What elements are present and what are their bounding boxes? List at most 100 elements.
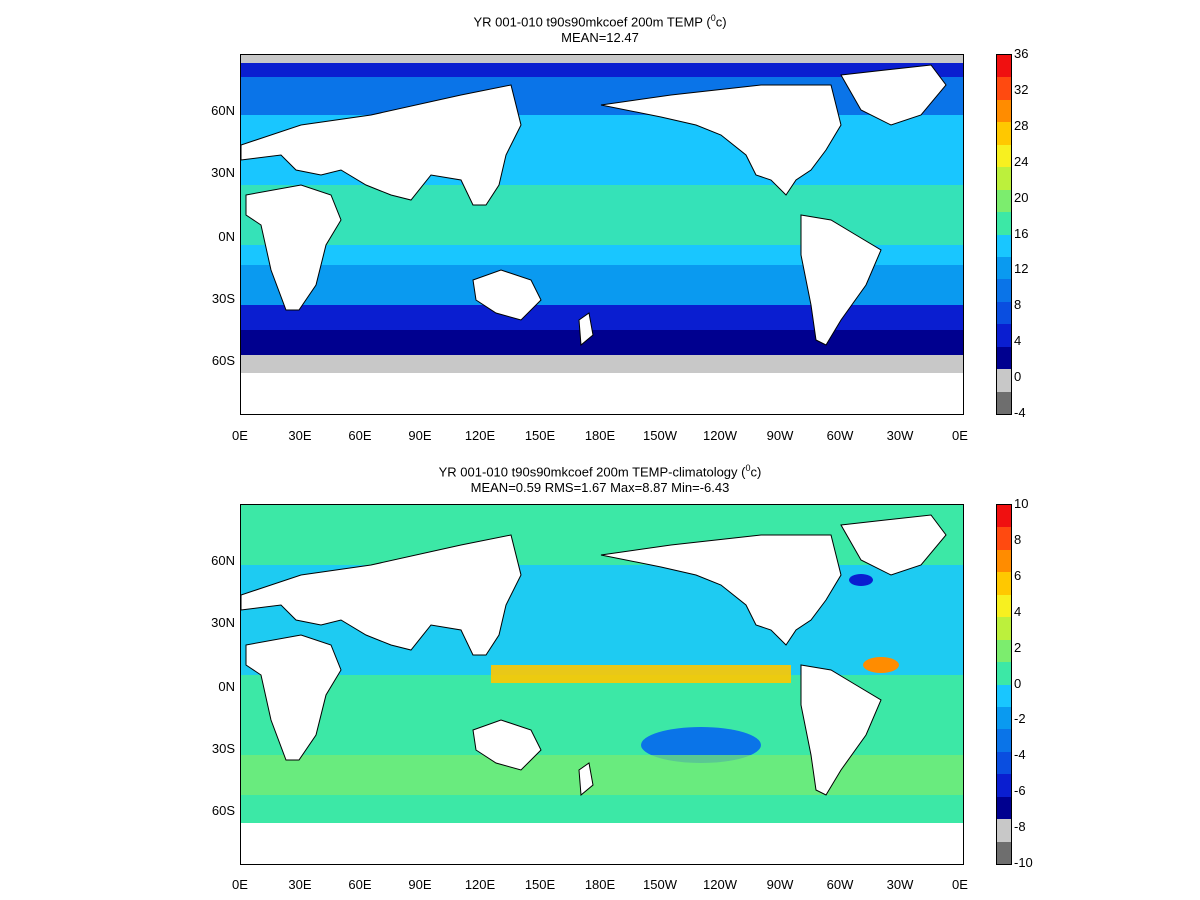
lon-label: 120W [703, 428, 737, 443]
lon-label: 180E [584, 877, 616, 892]
colorbar-label: 24 [1014, 153, 1029, 169]
lon-label: 0E [232, 428, 248, 443]
colorbar-segment [997, 77, 1011, 100]
colorbar-label: -2 [1014, 711, 1026, 727]
colorbar-segment [997, 617, 1011, 640]
colorbar-segment [997, 99, 1011, 123]
lon-label: 150W [643, 877, 677, 892]
colorbar-label: 0 [1014, 675, 1022, 691]
colorbar-segment [997, 549, 1011, 573]
colorbar-segment [997, 234, 1011, 257]
lon-label: 180E [584, 428, 616, 443]
lon-label: 0E [952, 877, 968, 892]
lon-label: 90E [408, 877, 432, 892]
colorbar-label: 0 [1014, 369, 1022, 385]
colorbar-label: 4 [1014, 603, 1022, 619]
colorbar-segment [997, 662, 1011, 685]
colorbar-label: 8 [1014, 297, 1022, 313]
colorbar-label: 6 [1014, 567, 1022, 583]
colorbar-segment [997, 369, 1011, 392]
panel2-map-svg [241, 505, 963, 864]
colorbar-segment [997, 796, 1011, 820]
panel2-subtitle: MEAN=0.59 RMS=1.67 Max=8.87 Min=-6.43 [470, 480, 730, 495]
colorbar-segment [997, 572, 1011, 595]
colorbar-label: 16 [1014, 225, 1029, 241]
lon-label: 60W [826, 877, 854, 892]
lon-label: 150E [524, 877, 556, 892]
colorbar-label: 4 [1014, 333, 1022, 349]
colorbar-segment [997, 301, 1011, 325]
colorbar-segment [997, 751, 1011, 775]
lon-label: 30E [288, 428, 312, 443]
lon-label: 90W [766, 877, 794, 892]
lat-label: 60N [211, 103, 235, 118]
colorbar-label: -10 [1014, 855, 1033, 870]
lon-label: 0E [232, 877, 248, 892]
colorbar-segment [997, 729, 1011, 752]
colorbar-segment [997, 212, 1011, 235]
panel1-map [240, 54, 964, 415]
lon-label: 90W [766, 428, 794, 443]
lon-label: 150E [524, 428, 556, 443]
colorbar-segment [997, 167, 1011, 190]
colorbar-label: -4 [1014, 747, 1026, 763]
lon-label: 30W [886, 428, 914, 443]
lat-label: 0N [218, 229, 235, 244]
colorbar-segment [997, 346, 1011, 370]
colorbar-segment [997, 391, 1011, 414]
colorbar-segment [997, 774, 1011, 797]
lat-label: 30N [211, 165, 235, 180]
colorbar-segment [997, 841, 1011, 864]
colorbar-segment [997, 505, 1011, 528]
colorbar-label: 20 [1014, 189, 1029, 205]
colorbar-segment [997, 527, 1011, 550]
colorbar-segment [997, 189, 1011, 213]
colorbar-segment [997, 324, 1011, 347]
colorbar-label: -4 [1014, 405, 1026, 420]
lat-label: 30S [211, 741, 235, 756]
lon-label: 30W [886, 877, 914, 892]
panel1-colorbar [996, 54, 1012, 415]
colorbar-segment [997, 122, 1011, 145]
lon-label: 90E [408, 428, 432, 443]
panel2-colorbar [996, 504, 1012, 865]
colorbar-segment [997, 279, 1011, 302]
colorbar-label: -6 [1014, 783, 1026, 799]
lon-label: 30E [288, 877, 312, 892]
panel1-subtitle: MEAN=12.47 [561, 30, 639, 45]
lon-label: 60W [826, 428, 854, 443]
lat-label: 60S [211, 353, 235, 368]
lon-label: 60E [348, 428, 372, 443]
panel2-title: YR 001-010 t90s90mkcoef 200m TEMP-climat… [438, 463, 762, 480]
colorbar-label: 2 [1014, 639, 1022, 655]
colorbar-label: 12 [1014, 261, 1029, 277]
lon-label: 0E [952, 428, 968, 443]
lat-label: 60S [211, 803, 235, 818]
colorbar-segment [997, 594, 1011, 618]
lat-label: 30S [211, 291, 235, 306]
colorbar-segment [997, 684, 1011, 707]
lat-label: 0N [218, 679, 235, 694]
colorbar-label: 10 [1014, 496, 1029, 511]
colorbar-label: -8 [1014, 819, 1026, 835]
panel1-map-svg [241, 55, 963, 414]
lon-label: 150W [643, 428, 677, 443]
colorbar-segment [997, 144, 1011, 168]
colorbar-label: 8 [1014, 531, 1022, 547]
colorbar-segment [997, 639, 1011, 663]
lon-label: 120E [464, 428, 496, 443]
colorbar-segment [997, 706, 1011, 730]
colorbar-segment [997, 819, 1011, 842]
colorbar-label: 32 [1014, 81, 1029, 97]
lon-label: 120W [703, 877, 737, 892]
lat-label: 30N [211, 615, 235, 630]
lon-label: 60E [348, 877, 372, 892]
colorbar-segment [997, 256, 1011, 280]
panel2-map [240, 504, 964, 865]
panel1-title: YR 001-010 t90s90mkcoef 200m TEMP (0c) [473, 13, 727, 30]
colorbar-segment [997, 55, 1011, 78]
colorbar-label: 28 [1014, 117, 1029, 133]
colorbar-label: 36 [1014, 46, 1029, 61]
lat-label: 60N [211, 553, 235, 568]
lon-label: 120E [464, 877, 496, 892]
